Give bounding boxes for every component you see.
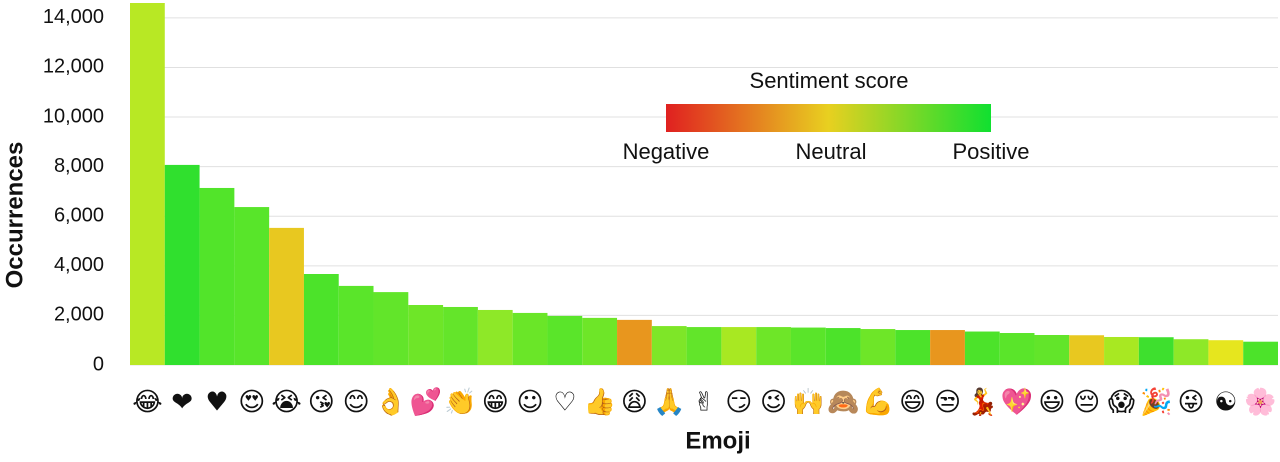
- x-tick-label: 🙈: [827, 388, 859, 418]
- bar: [756, 327, 791, 365]
- x-tick-label: 😂: [132, 388, 162, 418]
- bar: [164, 164, 200, 365]
- x-tick-label: 😉: [760, 388, 787, 418]
- x-tick-label: ♡: [553, 388, 576, 418]
- x-tick-label: 😁: [482, 388, 509, 418]
- bar: [617, 319, 652, 365]
- x-tick-label: 🌸: [1244, 387, 1276, 418]
- x-tick-label: ♥: [205, 388, 228, 418]
- y-tick-label: 0: [93, 353, 104, 375]
- bar: [1069, 335, 1105, 365]
- x-tick-label: 🙏: [653, 388, 685, 418]
- colorbar: [666, 104, 991, 132]
- bar: [686, 327, 722, 365]
- x-tick-label: 😒: [934, 388, 961, 418]
- bar: [651, 326, 687, 365]
- bar: [1243, 341, 1278, 365]
- x-tick-label: 😜: [1177, 388, 1204, 418]
- y-tick-label: 4,000: [54, 254, 104, 276]
- x-tick-label: 😱: [1108, 388, 1135, 418]
- bar: [1173, 339, 1209, 365]
- x-tick-label: 😭: [271, 388, 301, 418]
- y-tick-label: 10,000: [43, 105, 104, 127]
- x-tick-label: 😩: [621, 388, 648, 418]
- y-axis-label: Occurrences: [1, 142, 28, 289]
- bar: [964, 331, 1000, 365]
- x-tick-label: 👏: [444, 387, 476, 418]
- x-tick-label: ✌: [693, 388, 715, 418]
- colorbar-label: Neutral: [796, 139, 867, 164]
- bar: [1138, 337, 1174, 365]
- x-tick-label: 😏: [725, 388, 752, 418]
- bar: [303, 274, 339, 365]
- x-tick-label: 🎉: [1140, 387, 1172, 418]
- bar: [860, 329, 896, 365]
- x-tick-label: 😔: [1073, 388, 1100, 418]
- bar: [408, 304, 444, 365]
- x-tick-label: 😃: [1038, 388, 1065, 418]
- colorbar-label: Negative: [623, 139, 710, 164]
- x-tick-label: 💕: [410, 387, 442, 418]
- bar: [582, 317, 618, 365]
- x-tick-label: ☺: [517, 388, 544, 418]
- x-tick-label: 💪: [862, 387, 894, 418]
- y-tick-label: 14,000: [43, 6, 104, 28]
- bar: [443, 306, 478, 365]
- bar: [477, 309, 513, 365]
- bar: [721, 327, 757, 365]
- bar: [825, 328, 861, 365]
- x-tick-label: 😘: [308, 388, 335, 418]
- bar: [269, 227, 304, 365]
- bar: [199, 187, 235, 365]
- x-tick-label: ☯: [1214, 388, 1237, 418]
- bar: [338, 285, 374, 365]
- y-tick-label: 8,000: [54, 155, 104, 177]
- x-tick-label: 😊: [343, 388, 370, 418]
- bar: [1208, 340, 1244, 365]
- x-tick-label: 😄: [899, 388, 926, 418]
- bar: [999, 333, 1035, 365]
- bar: [1034, 334, 1070, 365]
- bar: [512, 312, 548, 365]
- bar: [373, 292, 409, 365]
- bar: [790, 327, 826, 365]
- x-tick-label: 🙌: [792, 388, 824, 418]
- bar: [895, 330, 931, 365]
- x-tick-label: 👍: [583, 387, 615, 418]
- x-tick-label: ❤: [171, 388, 193, 418]
- y-tick-label: 6,000: [54, 205, 104, 227]
- x-tick-label: 😍: [238, 388, 265, 418]
- x-tick-label: 👌: [375, 388, 407, 418]
- y-tick-label: 2,000: [54, 304, 104, 326]
- bar: [1104, 336, 1139, 365]
- bar: [930, 330, 965, 365]
- bar: [130, 3, 165, 365]
- x-axis-label: Emoji: [685, 427, 750, 454]
- bar: [547, 315, 583, 365]
- legend-title: Sentiment score: [750, 68, 909, 93]
- bar: [234, 207, 270, 365]
- x-tick-label: 💃: [966, 387, 998, 418]
- y-tick-label: 12,000: [43, 56, 104, 78]
- colorbar-label: Positive: [952, 139, 1029, 164]
- x-tick-label: 💖: [1001, 387, 1034, 418]
